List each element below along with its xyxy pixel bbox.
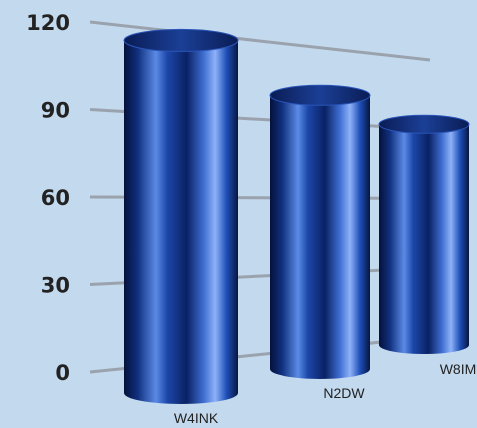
y-tick-label: 0 [55,361,70,385]
x-category-label: W8IM [440,361,477,377]
bar-W8IM [378,114,470,354]
y-tick-label: 120 [26,11,70,35]
bar-top-cap [378,114,470,134]
bar-top-cap [269,84,371,106]
bar-top-cap [123,28,239,52]
x-axis-category-labels: W4INK N2DW W8IM [174,361,476,426]
bars [123,28,470,404]
bar-body [379,124,469,354]
y-axis-tick-labels: 0 30 60 90 120 [26,11,70,385]
bar-body [270,95,370,379]
bar-body [124,40,238,404]
y-tick-label: 60 [41,186,70,210]
y-tick-label: 30 [41,274,70,298]
gridline-120 [89,20,431,62]
bar-N2DW [269,84,371,379]
bar-W4INK [123,28,239,404]
x-category-label: W4INK [174,410,219,426]
x-category-label: N2DW [323,385,365,401]
y-tick-label: 90 [41,99,70,123]
